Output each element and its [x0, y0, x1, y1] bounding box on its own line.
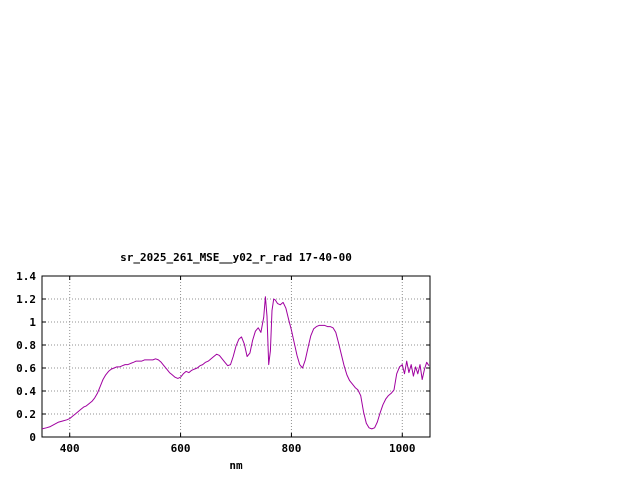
x-tick-label: 1000: [389, 442, 416, 455]
x-tick-label: 600: [171, 442, 191, 455]
y-tick-label: 1.2: [16, 293, 36, 306]
y-tick-label: 0.6: [16, 362, 36, 375]
plot-border: [41, 275, 431, 438]
y-tick-label: 0.2: [16, 408, 36, 421]
x-tick-label: 400: [60, 442, 80, 455]
y-tick-label: 1: [29, 316, 36, 329]
x-tick-label: 800: [281, 442, 301, 455]
y-tick-label: 0.4: [16, 385, 36, 398]
y-tick-label: 0: [29, 431, 36, 444]
x-axis-unit-label: nm: [229, 459, 243, 472]
spectrum-line: [41, 296, 430, 430]
chart-title: sr_2025_261_MSE__y02_r_rad 17-40-00: [120, 251, 352, 264]
y-tick-label: 0.8: [16, 339, 36, 352]
y-tick-label: 1.4: [16, 270, 36, 283]
